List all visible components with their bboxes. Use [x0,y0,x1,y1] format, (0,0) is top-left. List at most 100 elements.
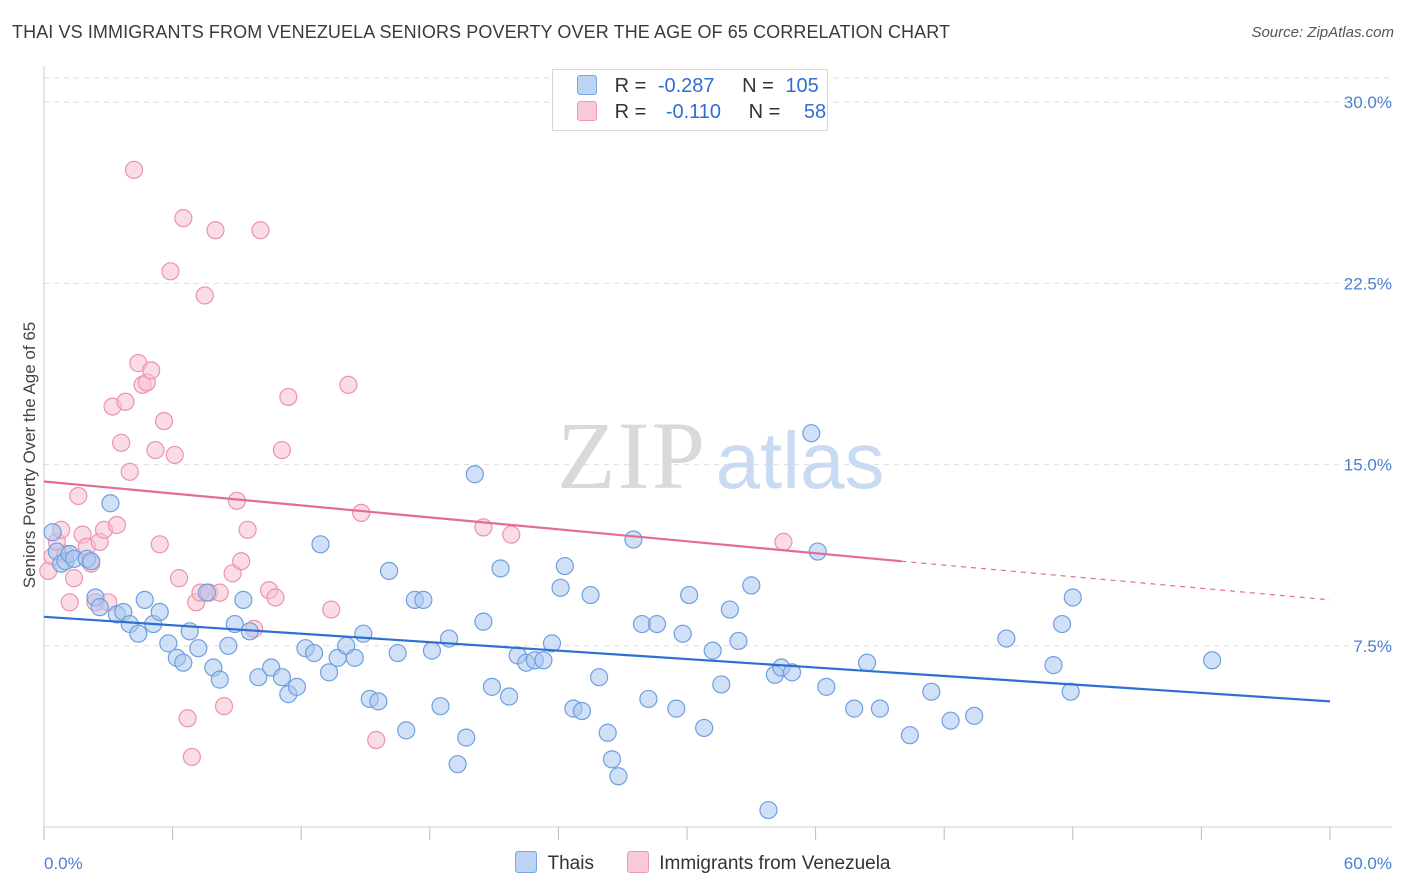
thais-point [319,663,339,682]
thais-point [997,629,1016,648]
thais-point [210,670,229,689]
venezuela-point [195,286,214,305]
thais-point [474,612,493,631]
y-tick-label: 30.0% [1344,93,1392,112]
thais-point [249,668,268,687]
legend-row-thais: R = -0.287 N = 105 [577,75,819,101]
venezuela-trend-line [43,480,902,563]
thais-point [311,535,330,554]
thais-point [101,494,120,513]
thais-point [598,723,617,742]
thais-point [555,556,574,576]
venezuela-point [272,440,292,460]
thais-point [647,614,667,634]
venezuela-point [69,486,88,506]
thais-point [197,583,216,602]
thais-point [457,728,476,747]
series-legend: Thais Immigrants from Venezuela [0,851,1406,875]
thais-trend-line [43,615,1331,703]
thais-point [551,578,570,597]
thais-point [465,465,484,484]
legend-r-value: -0.110 [665,101,722,123]
venezuela-point [60,593,79,612]
venezuela-point [150,535,169,554]
thais-point [354,624,373,643]
thais-point [542,634,562,653]
legend-r-label: R = [614,101,647,123]
legend-item-thais: Thais [515,851,594,875]
venezuela-trend-extension [901,560,1331,601]
thais-point [1203,651,1222,670]
axis-labels: 7.5% 15.0% 22.5% 30.0% 0.0% 60.0% Seniors Pove… [20,93,1392,873]
watermark-atlas: atlas [716,416,885,505]
thais-point [703,641,722,660]
venezuela-point [774,532,793,551]
venezuela-point [206,221,225,240]
thais-swatch [515,851,538,873]
legend-n-value: 105 [785,75,819,97]
thais-point [965,706,984,725]
legend-row-venezuela: R = -0.110 N = 58 [577,101,826,127]
venezuela-point [502,525,521,544]
venezuela-point [165,445,184,465]
thais-point [639,689,658,709]
legend-item-venezuela: Immigrants from Venezuela [627,851,891,875]
thais-point [667,699,686,718]
thais-point [817,677,836,696]
venezuela-point [232,552,251,571]
thais-point [602,750,622,769]
legend-r-value: -0.287 [657,75,715,97]
legend-r-label: R = [614,75,647,97]
thais-point [1044,656,1063,675]
legend-label-venezuela: Immigrants from Venezuela [659,853,891,874]
venezuela-point [251,221,270,240]
venezuela-point [107,515,126,535]
legend-n-label: N = [742,75,774,97]
thais-point [90,598,109,617]
venezuela-point [279,387,298,407]
x-tick-label: 0.0% [44,854,83,873]
venezuela-point [182,747,201,767]
thais-point [431,697,450,716]
thais-point [482,677,502,696]
thais-point [491,559,510,578]
trend-lines [43,480,1331,703]
venezuela-point [238,520,257,539]
thais-point [590,668,609,687]
legend-label-thais: Thais [547,853,594,874]
thais-point [857,653,877,672]
thais-point [1063,588,1082,607]
thais-point [159,634,178,653]
thais-swatch [577,75,597,95]
thais-point [422,641,442,660]
thais-point [581,585,600,605]
thais-point [845,699,864,718]
thais-point [379,561,399,580]
y-tick-label: 15.0% [1344,456,1392,475]
thais-point [219,636,238,655]
venezuela-point [322,600,341,619]
thais-point [729,631,748,651]
thais-point [397,721,416,740]
venezuela-swatch [577,101,597,121]
source-credit: Source: ZipAtlas.com [1251,24,1394,41]
thais-point [624,530,643,549]
thais-point [135,590,154,609]
axes [43,66,1392,840]
venezuela-point [142,361,161,380]
watermark: ZIP atlas [557,402,884,509]
venezuela-swatch [627,851,650,873]
venezuela-point [154,411,174,431]
thais-point [712,675,731,694]
venezuela-point [64,569,84,588]
venezuela-point [124,160,144,179]
thais-point [414,590,433,609]
thais-point [150,602,169,622]
thais-point [43,523,62,542]
thais-point [572,701,592,721]
thais-point [189,639,208,658]
legend-n-value: 58 [803,101,827,123]
chart-title: THAI VS IMMIGRANTS FROM VENEZUELA SENIOR… [12,22,951,42]
thais-point [388,643,407,663]
thais-point [680,585,699,605]
